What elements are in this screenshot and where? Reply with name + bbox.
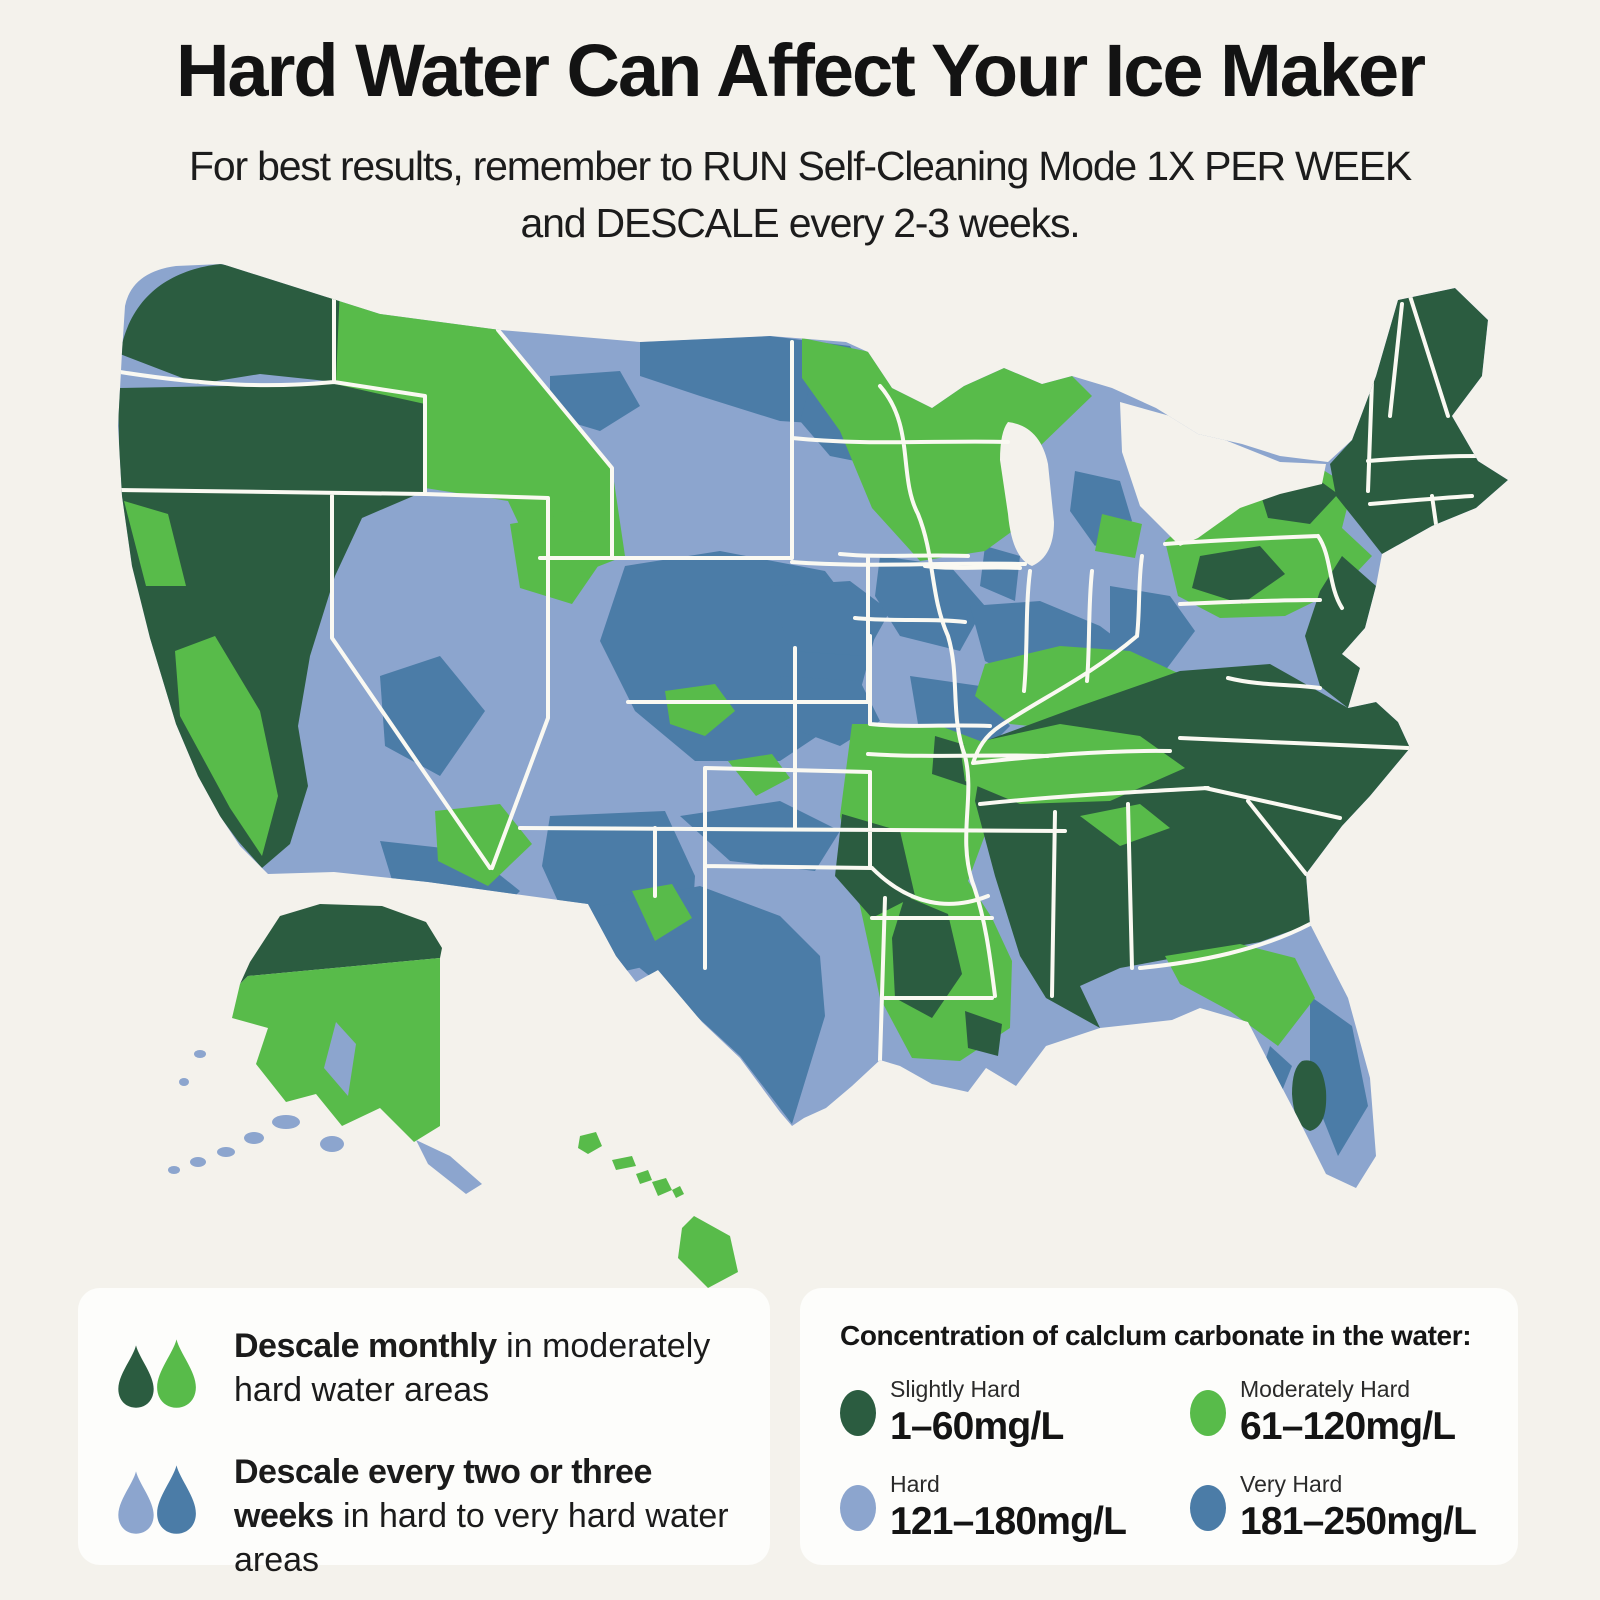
- legend-item-hard: Hard 121–180mg/L: [840, 1471, 1190, 1544]
- great-lakes: [1000, 402, 1326, 566]
- hard-swatch-icon: [840, 1484, 876, 1531]
- alaska-shape: [244, 1132, 264, 1144]
- descale-monthly-bold: Descale monthly: [234, 1327, 497, 1365]
- hawaii-shape: [612, 1156, 636, 1170]
- state-borders-shape: [118, 284, 1067, 1062]
- alaska-shape: [416, 1140, 482, 1194]
- slightly-hard-regions-shape: [1292, 1060, 1327, 1131]
- moderately-hard-accents-shape: [1165, 944, 1315, 1046]
- legend-grid: Slightly Hard 1–60mg/L Moderately Hard 6…: [840, 1376, 1482, 1544]
- legend-range: 181–250mg/L: [1240, 1500, 1477, 1543]
- alaska-shape: [324, 1022, 356, 1096]
- hawaii-shape: [678, 1216, 738, 1288]
- very-hard-regions-shape: [980, 546, 1020, 601]
- legend-range: 1–60mg/L: [890, 1405, 1064, 1448]
- alaska-shape: [194, 1050, 206, 1058]
- subtitle-line-1: For best results, remember to RUN Self-C…: [189, 143, 1412, 189]
- slightly-hard-regions-shape: [118, 384, 425, 868]
- descale-monthly-text: Descale monthly in moderately hard water…: [234, 1324, 740, 1412]
- hawaii-shape: [636, 1170, 652, 1184]
- moderately-hard-regions-shape: [1095, 514, 1142, 558]
- slightly-hard-regions-shape: [1382, 550, 1436, 570]
- hawaii: [578, 1132, 738, 1288]
- moderately-hard-accents: [124, 501, 1315, 1046]
- very-hard-regions-shape: [680, 801, 840, 871]
- very-hard-regions-shape: [1310, 996, 1368, 1156]
- slightly-hard-regions-shape: [1330, 288, 1508, 554]
- alaska-shape: [217, 1147, 235, 1157]
- moderately-hard-regions-shape: [328, 270, 625, 586]
- green-droplets-icon-shape: [157, 1339, 196, 1408]
- slightly-hard-regions-shape: [1305, 556, 1376, 708]
- legend-label: Moderately Hard: [1240, 1376, 1411, 1402]
- very-hard-regions-shape: [600, 886, 825, 1124]
- subtitle-line-2: and DESCALE every 2-3 weeks.: [520, 200, 1081, 246]
- blue-droplets-icon-shape: [118, 1471, 154, 1534]
- green-droplets-icon: [108, 1322, 208, 1422]
- slightly-hard-regions-shape: [965, 1011, 1002, 1056]
- moderately-hard-regions-shape: [728, 754, 790, 796]
- state-borders-shape: [1163, 294, 1480, 876]
- us-map-svg: [118, 264, 1508, 1288]
- slightly-hard-regions-shape: [120, 264, 340, 384]
- alaska-shape: [168, 1166, 180, 1174]
- descale-biweekly-bold: Descale every two or three weeks: [234, 1453, 652, 1535]
- very-hard-regions-shape: [1262, 1046, 1292, 1096]
- blue-droplets-icon-shape: [157, 1465, 196, 1534]
- slightly-hard-regions-shape: [892, 896, 962, 1018]
- subtitle: For best results, remember to RUN Self-C…: [0, 138, 1600, 252]
- lake-huron-erie-ontario: [1120, 402, 1326, 546]
- moderately-hard-accents-shape: [1080, 804, 1170, 846]
- descale-guidance-card: Descale monthly in moderately hard water…: [78, 1288, 770, 1579]
- legend-item-moderately-hard: Moderately Hard 61–120mg/L: [1190, 1376, 1482, 1449]
- blue-droplets-icon: [108, 1448, 208, 1548]
- hawaii-shape: [652, 1178, 672, 1196]
- descale-item-biweekly: Descale every two or three weeks in hard…: [108, 1448, 740, 1582]
- legend-item-very-hard: Very Hard 181–250mg/L: [1190, 1471, 1482, 1544]
- legend-range: 121–180mg/L: [890, 1500, 1127, 1543]
- alaska-shape: [320, 1136, 344, 1152]
- legend-heading: Concentration of calclum carbonate in th…: [840, 1320, 1472, 1351]
- alaska: [168, 904, 482, 1194]
- moderately-hard-swatch-icon: [1190, 1389, 1226, 1436]
- moderately-hard-accents-shape: [960, 724, 1185, 804]
- green-droplets-icon-shape: [118, 1345, 154, 1408]
- state-borders: [118, 284, 1480, 1062]
- slightly-hard-regions-shape: [835, 814, 915, 918]
- moderately-hard-regions-shape: [665, 684, 735, 736]
- moderately-hard-regions-shape: [632, 884, 692, 941]
- very-hard-regions-shape: [1110, 586, 1195, 671]
- legend-label: Slightly Hard: [890, 1376, 1021, 1402]
- us-water-hardness-map: [80, 256, 1520, 1296]
- descale-biweekly-text: Descale every two or three weeks in hard…: [234, 1450, 740, 1582]
- very-hard-regions-shape: [875, 556, 985, 651]
- hawaii-shape: [672, 1186, 684, 1198]
- moderately-hard-accents-shape: [124, 501, 186, 586]
- state-borders-shape: [790, 384, 1312, 1000]
- hawaii-shape: [578, 1132, 602, 1154]
- alaska-shape: [240, 904, 442, 984]
- legend-label: Very Hard: [1240, 1471, 1343, 1497]
- legend-range: 61–120mg/L: [1240, 1405, 1456, 1448]
- alaska-shape: [190, 1157, 206, 1167]
- legend-label: Hard: [890, 1471, 940, 1497]
- moderately-hard-accents-shape: [175, 636, 278, 856]
- very-hard-regions-shape: [550, 371, 640, 431]
- legend-card: Concentration of calclum carbonate in th…: [800, 1288, 1518, 1565]
- descale-item-monthly: Descale monthly in moderately hard water…: [108, 1322, 740, 1422]
- lake-michigan: [1000, 422, 1054, 566]
- slightly-hard-regions-shape: [1192, 546, 1285, 604]
- very-hard-swatch-icon: [1190, 1484, 1226, 1531]
- page-title: Hard Water Can Affect Your Ice Maker: [175, 29, 1426, 112]
- descale-biweekly-rest: in hard to very hard water areas: [234, 1497, 729, 1579]
- alaska-shape: [272, 1115, 300, 1129]
- very-hard-regions-shape: [770, 581, 890, 656]
- legend-item-slightly-hard: Slightly Hard 1–60mg/L: [840, 1376, 1190, 1449]
- slightly-hard-swatch-icon: [840, 1389, 876, 1436]
- descale-monthly-rest: in moderately hard water areas: [234, 1327, 711, 1409]
- alaska-shape: [179, 1078, 189, 1086]
